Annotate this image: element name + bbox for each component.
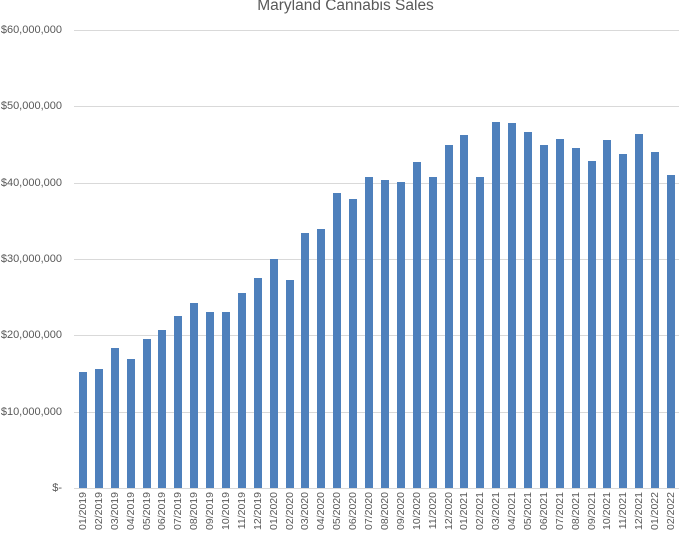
bar-02/2020	[285, 280, 294, 488]
x-axis-tick-label: 02/2019	[92, 492, 105, 530]
x-axis-line	[74, 488, 679, 489]
x-axis-tick-label: 07/2021	[553, 492, 566, 530]
bar-09/2021	[587, 161, 596, 488]
bar-06/2019	[158, 330, 167, 488]
bar-03/2019	[110, 347, 119, 488]
gridline	[74, 411, 679, 413]
y-axis: $- $10,000,000 $20,000,000 $30,000,000 $40,0…	[0, 0, 62, 540]
x-axis-tick-label: 12/2020	[442, 492, 455, 530]
bar-05/2019	[142, 339, 151, 488]
x-axis-tick-label: 08/2021	[569, 492, 582, 530]
bar-07/2021	[555, 139, 564, 488]
bar-06/2021	[539, 144, 548, 488]
x-axis-tick-label: 03/2019	[108, 492, 121, 530]
x-axis-tick-label: 05/2020	[331, 492, 344, 530]
x-axis-tick-label: 09/2020	[394, 492, 407, 530]
x-axis-tick-label: 04/2019	[124, 492, 137, 530]
x-axis-tick-label: 03/2021	[490, 492, 503, 530]
bar-05/2020	[333, 193, 342, 488]
bar-04/2019	[126, 359, 135, 488]
gridline	[74, 106, 679, 108]
x-axis-tick-label: 02/2022	[665, 492, 678, 530]
x-axis-tick-label: 04/2021	[506, 492, 519, 530]
bar-04/2020	[317, 229, 326, 488]
x-axis-tick-label: 01/2020	[267, 492, 280, 530]
bar-07/2019	[174, 316, 183, 488]
y-axis-tick-label: $20,000,000	[0, 329, 62, 342]
bar-03/2021	[492, 122, 501, 488]
bar-08/2021	[571, 148, 580, 488]
x-axis-tick-label: 09/2019	[204, 492, 217, 530]
bar-11/2019	[237, 293, 246, 488]
bar-02/2021	[476, 176, 485, 488]
x-axis-tick-label: 01/2019	[76, 492, 89, 530]
x-axis-tick-label: 12/2021	[633, 492, 646, 530]
x-axis-tick-label: 07/2019	[172, 492, 185, 530]
plot-area	[74, 30, 679, 489]
x-axis-tick-label: 12/2019	[251, 492, 264, 530]
bar-03/2020	[301, 233, 310, 488]
bar-06/2020	[349, 198, 358, 488]
gridline	[74, 182, 679, 184]
x-axis-tick-label: 08/2019	[188, 492, 201, 530]
x-axis-tick-label: 01/2021	[458, 492, 471, 530]
bar-01/2021	[460, 134, 469, 488]
x-axis-tick-label: 09/2021	[585, 492, 598, 530]
bar-10/2019	[222, 311, 230, 488]
x-axis-tick-label: 11/2019	[235, 492, 248, 530]
bar-01/2020	[269, 259, 278, 488]
bar-12/2021	[635, 133, 644, 488]
x-axis-tick-label: 06/2019	[156, 492, 169, 530]
x-axis-tick-label: 11/2021	[617, 492, 630, 530]
bar-07/2020	[365, 177, 374, 488]
x-axis-tick-label: 03/2020	[299, 492, 312, 530]
y-axis-tick-label: $50,000,000	[0, 100, 62, 113]
x-axis-tick-label: 06/2020	[347, 492, 360, 530]
bar-08/2019	[190, 303, 199, 488]
y-axis-tick-label: $10,000,000	[0, 405, 62, 418]
bar-04/2021	[508, 123, 517, 488]
x-axis-tick-label: 01/2022	[649, 492, 662, 530]
y-axis-tick-label: $-	[52, 482, 62, 494]
bar-01/2019	[78, 371, 87, 488]
x-axis-tick-label: 10/2021	[601, 492, 614, 530]
x-axis-tick-label: 05/2021	[522, 492, 534, 530]
bar-11/2020	[428, 177, 437, 488]
x-axis-tick-label: 08/2020	[378, 492, 391, 530]
x-axis-tick-label: 02/2021	[474, 492, 487, 530]
chart-title: Maryland Cannabis Sales	[257, 0, 434, 14]
x-axis-tick-label: 05/2019	[140, 492, 153, 530]
bar-02/2022	[667, 175, 676, 488]
gridline	[74, 259, 679, 260]
bar-09/2020	[396, 181, 405, 488]
bar-02/2019	[94, 368, 103, 488]
y-axis-tick-label: $30,000,000	[0, 253, 62, 265]
bar-08/2020	[380, 179, 389, 488]
x-axis-tick-label: 07/2020	[363, 492, 376, 530]
x-axis-tick-label: 04/2020	[315, 492, 328, 530]
y-axis-tick-label: $40,000,000	[0, 176, 62, 189]
x-axis-tick-label: 11/2020	[426, 492, 439, 530]
bar-10/2020	[412, 162, 421, 488]
x-axis-tick-label: 10/2019	[220, 492, 232, 530]
bar-11/2021	[619, 153, 628, 488]
bar-09/2019	[206, 311, 215, 488]
bar-05/2021	[524, 131, 532, 488]
bar-01/2022	[651, 152, 660, 488]
x-axis-tick-label: 10/2020	[410, 492, 423, 530]
gridline	[74, 30, 679, 31]
bar-10/2021	[603, 139, 612, 488]
x-axis-tick-label: 02/2020	[283, 492, 296, 530]
bar-12/2020	[444, 145, 453, 488]
bar-12/2019	[253, 278, 262, 488]
gridline	[74, 335, 679, 337]
x-axis-tick-label: 06/2021	[537, 492, 550, 530]
y-axis-tick-label: $60,000,000	[0, 24, 62, 36]
